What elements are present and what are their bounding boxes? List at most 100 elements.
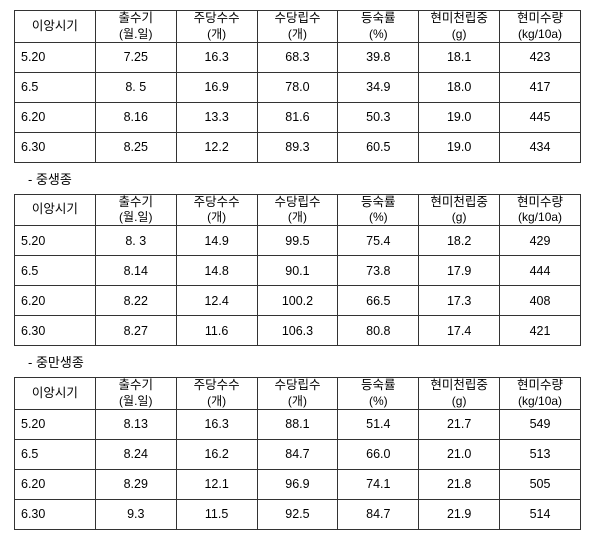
- table-cell: 19.0: [419, 102, 500, 132]
- col-header-5: 등숙률(%): [338, 194, 419, 226]
- table-cell: 11.6: [176, 316, 257, 346]
- col-header-5: 등숙률(%): [338, 378, 419, 410]
- col-header-3: 주당수수(개): [176, 378, 257, 410]
- table-cell: 50.3: [338, 102, 419, 132]
- table-cell: 21.8: [419, 469, 500, 499]
- section-label-3: - 중만생종: [28, 352, 581, 371]
- data-table-1: 이앙시기 출수기(월.일) 주당수수(개) 수당립수(개) 등숙률(%) 현미천…: [14, 10, 581, 163]
- table-row: 6.208.2912.196.974.121.8505: [15, 469, 581, 499]
- table-cell: 6.30: [15, 499, 96, 529]
- table-cell: 6.30: [15, 132, 96, 162]
- table-cell: 18.1: [419, 42, 500, 72]
- table-cell: 13.3: [176, 102, 257, 132]
- table-row: 5.208.1316.388.151.421.7549: [15, 409, 581, 439]
- table-cell: 80.8: [338, 316, 419, 346]
- col-header-6: 현미천립중(g): [419, 194, 500, 226]
- table-cell: 106.3: [257, 316, 338, 346]
- table-cell: 434: [500, 132, 581, 162]
- table-cell: 8.14: [95, 256, 176, 286]
- table-cell: 99.5: [257, 226, 338, 256]
- table-cell: 417: [500, 72, 581, 102]
- table-cell: 14.9: [176, 226, 257, 256]
- table-cell: 100.2: [257, 286, 338, 316]
- col-header-3: 주당수수(개): [176, 11, 257, 43]
- table-cell: 7.25: [95, 42, 176, 72]
- table-cell: 8.22: [95, 286, 176, 316]
- table-cell: 513: [500, 439, 581, 469]
- col-header-2: 출수기(월.일): [95, 11, 176, 43]
- table-body-3: 5.208.1316.388.151.421.75496.58.2416.284…: [15, 409, 581, 529]
- table-cell: 66.5: [338, 286, 419, 316]
- table-cell: 18.0: [419, 72, 500, 102]
- table-cell: 68.3: [257, 42, 338, 72]
- table-cell: 408: [500, 286, 581, 316]
- table-cell: 8.16: [95, 102, 176, 132]
- col-header-1: 이앙시기: [15, 378, 96, 410]
- table-cell: 6.5: [15, 256, 96, 286]
- table-cell: 18.2: [419, 226, 500, 256]
- table-cell: 444: [500, 256, 581, 286]
- col-header-4: 수당립수(개): [257, 378, 338, 410]
- table-cell: 6.20: [15, 102, 96, 132]
- table-cell: 84.7: [257, 439, 338, 469]
- table-cell: 16.3: [176, 409, 257, 439]
- table-cell: 6.5: [15, 439, 96, 469]
- table-cell: 8.27: [95, 316, 176, 346]
- col-header-3: 주당수수(개): [176, 194, 257, 226]
- table-cell: 19.0: [419, 132, 500, 162]
- table-header-row: 이앙시기 출수기(월.일) 주당수수(개) 수당립수(개) 등숙률(%) 현미천…: [15, 11, 581, 43]
- table-cell: 92.5: [257, 499, 338, 529]
- table-body-1: 5.207.2516.368.339.818.14236.58. 516.978…: [15, 42, 581, 162]
- table-cell: 6.30: [15, 316, 96, 346]
- table-cell: 429: [500, 226, 581, 256]
- table-row: 6.309.311.592.584.721.9514: [15, 499, 581, 529]
- table-cell: 514: [500, 499, 581, 529]
- col-header-7: 현미수량(kg/10a): [500, 194, 581, 226]
- table-cell: 75.4: [338, 226, 419, 256]
- table-header-row: 이앙시기 출수기(월.일) 주당수수(개) 수당립수(개) 등숙률(%) 현미천…: [15, 194, 581, 226]
- table-row: 6.208.2212.4100.266.517.3408: [15, 286, 581, 316]
- col-header-4: 수당립수(개): [257, 11, 338, 43]
- table-cell: 21.0: [419, 439, 500, 469]
- col-header-2: 출수기(월.일): [95, 378, 176, 410]
- table-cell: 16.9: [176, 72, 257, 102]
- table-row: 6.58.2416.284.766.021.0513: [15, 439, 581, 469]
- table-cell: 21.9: [419, 499, 500, 529]
- table-cell: 60.5: [338, 132, 419, 162]
- col-header-1: 이앙시기: [15, 194, 96, 226]
- table-cell: 81.6: [257, 102, 338, 132]
- table-cell: 66.0: [338, 439, 419, 469]
- col-header-6: 현미천립중(g): [419, 11, 500, 43]
- table-cell: 445: [500, 102, 581, 132]
- table-row: 6.58.1414.890.173.817.9444: [15, 256, 581, 286]
- table-cell: 16.2: [176, 439, 257, 469]
- table-row: 5.208. 314.999.575.418.2429: [15, 226, 581, 256]
- table-cell: 51.4: [338, 409, 419, 439]
- table-cell: 12.4: [176, 286, 257, 316]
- table-cell: 11.5: [176, 499, 257, 529]
- table-cell: 6.20: [15, 469, 96, 499]
- table-cell: 16.3: [176, 42, 257, 72]
- table-row: 6.308.2711.6106.380.817.4421: [15, 316, 581, 346]
- table-cell: 39.8: [338, 42, 419, 72]
- table-cell: 423: [500, 42, 581, 72]
- table-row: 6.308.2512.289.360.519.0434: [15, 132, 581, 162]
- table-cell: 78.0: [257, 72, 338, 102]
- data-table-3: 이앙시기 출수기(월.일) 주당수수(개) 수당립수(개) 등숙률(%) 현미천…: [14, 377, 581, 530]
- table-cell: 34.9: [338, 72, 419, 102]
- col-header-1: 이앙시기: [15, 11, 96, 43]
- table-cell: 6.5: [15, 72, 96, 102]
- table-cell: 8. 5: [95, 72, 176, 102]
- table-cell: 549: [500, 409, 581, 439]
- col-header-7: 현미수량(kg/10a): [500, 378, 581, 410]
- table-cell: 8.29: [95, 469, 176, 499]
- table-cell: 17.9: [419, 256, 500, 286]
- col-header-5: 등숙률(%): [338, 11, 419, 43]
- table-cell: 8.24: [95, 439, 176, 469]
- table-cell: 9.3: [95, 499, 176, 529]
- table-cell: 96.9: [257, 469, 338, 499]
- table-row: 6.58. 516.978.034.918.0417: [15, 72, 581, 102]
- section-label-2: - 중생종: [28, 169, 581, 188]
- table-cell: 12.2: [176, 132, 257, 162]
- col-header-7: 현미수량(kg/10a): [500, 11, 581, 43]
